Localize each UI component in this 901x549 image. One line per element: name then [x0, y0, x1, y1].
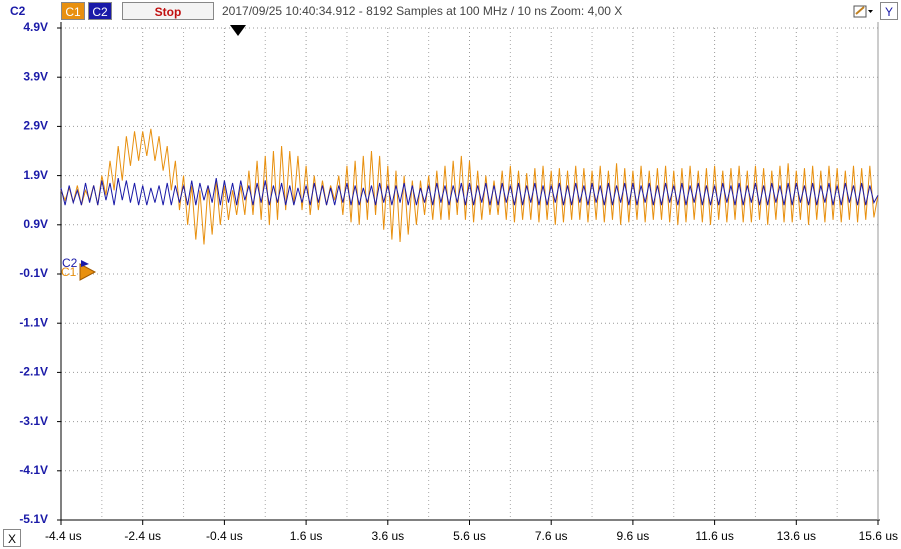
- c2-marker: [81, 260, 89, 267]
- waveform: [60, 128, 879, 245]
- waveform: [60, 177, 879, 206]
- trigger-marker: [230, 25, 246, 36]
- settings-icon[interactable]: [852, 2, 874, 20]
- x-tick-label: 3.6 us: [371, 529, 404, 543]
- c1-marker-label: C1: [61, 265, 77, 279]
- y-tick-label: 2.9V: [23, 119, 48, 133]
- channel-1-button[interactable]: C1: [61, 2, 85, 20]
- c2-marker-label: C2: [62, 256, 78, 270]
- icon: [853, 5, 873, 18]
- acquisition-info: 2017/09/25 10:40:34.912 - 8192 Samples a…: [222, 4, 623, 18]
- x-tick-label: -4.4 us: [45, 529, 82, 543]
- y-tick-label: -3.1V: [19, 414, 48, 428]
- x-tick-label: -2.4 us: [124, 529, 161, 543]
- y-tick-label: -4.1V: [19, 463, 48, 477]
- y-tick-label: -5.1V: [19, 512, 48, 526]
- y-tick-label: -0.1V: [19, 266, 48, 280]
- y-tick-label: 1.9V: [23, 168, 48, 182]
- y-tick-label: 4.9V: [23, 20, 48, 34]
- x-tick-label: 15.6 us: [859, 529, 898, 543]
- y-tick-label: -1.1V: [19, 315, 48, 329]
- x-tick-label: 11.6 us: [695, 529, 733, 543]
- y-tick-label: -2.1V: [19, 365, 48, 379]
- x-tick-label: 9.6 us: [617, 529, 650, 543]
- x-button[interactable]: X: [3, 529, 21, 547]
- x-tick-label: -0.4 us: [206, 529, 243, 543]
- y-button[interactable]: Y: [880, 2, 898, 20]
- y-tick-label: 3.9V: [23, 69, 48, 83]
- stop-button[interactable]: Stop: [122, 2, 214, 20]
- y-tick-label: 0.9V: [23, 217, 48, 231]
- x-tick-label: 13.6 us: [777, 529, 816, 543]
- x-tick-label: 7.6 us: [535, 529, 568, 543]
- x-tick-label: 5.6 us: [453, 529, 486, 543]
- channel-2-button[interactable]: C2: [88, 2, 112, 20]
- x-tick-label: 1.6 us: [290, 529, 323, 543]
- axis-channel-label: C2: [10, 4, 26, 18]
- c1-marker: [79, 263, 97, 281]
